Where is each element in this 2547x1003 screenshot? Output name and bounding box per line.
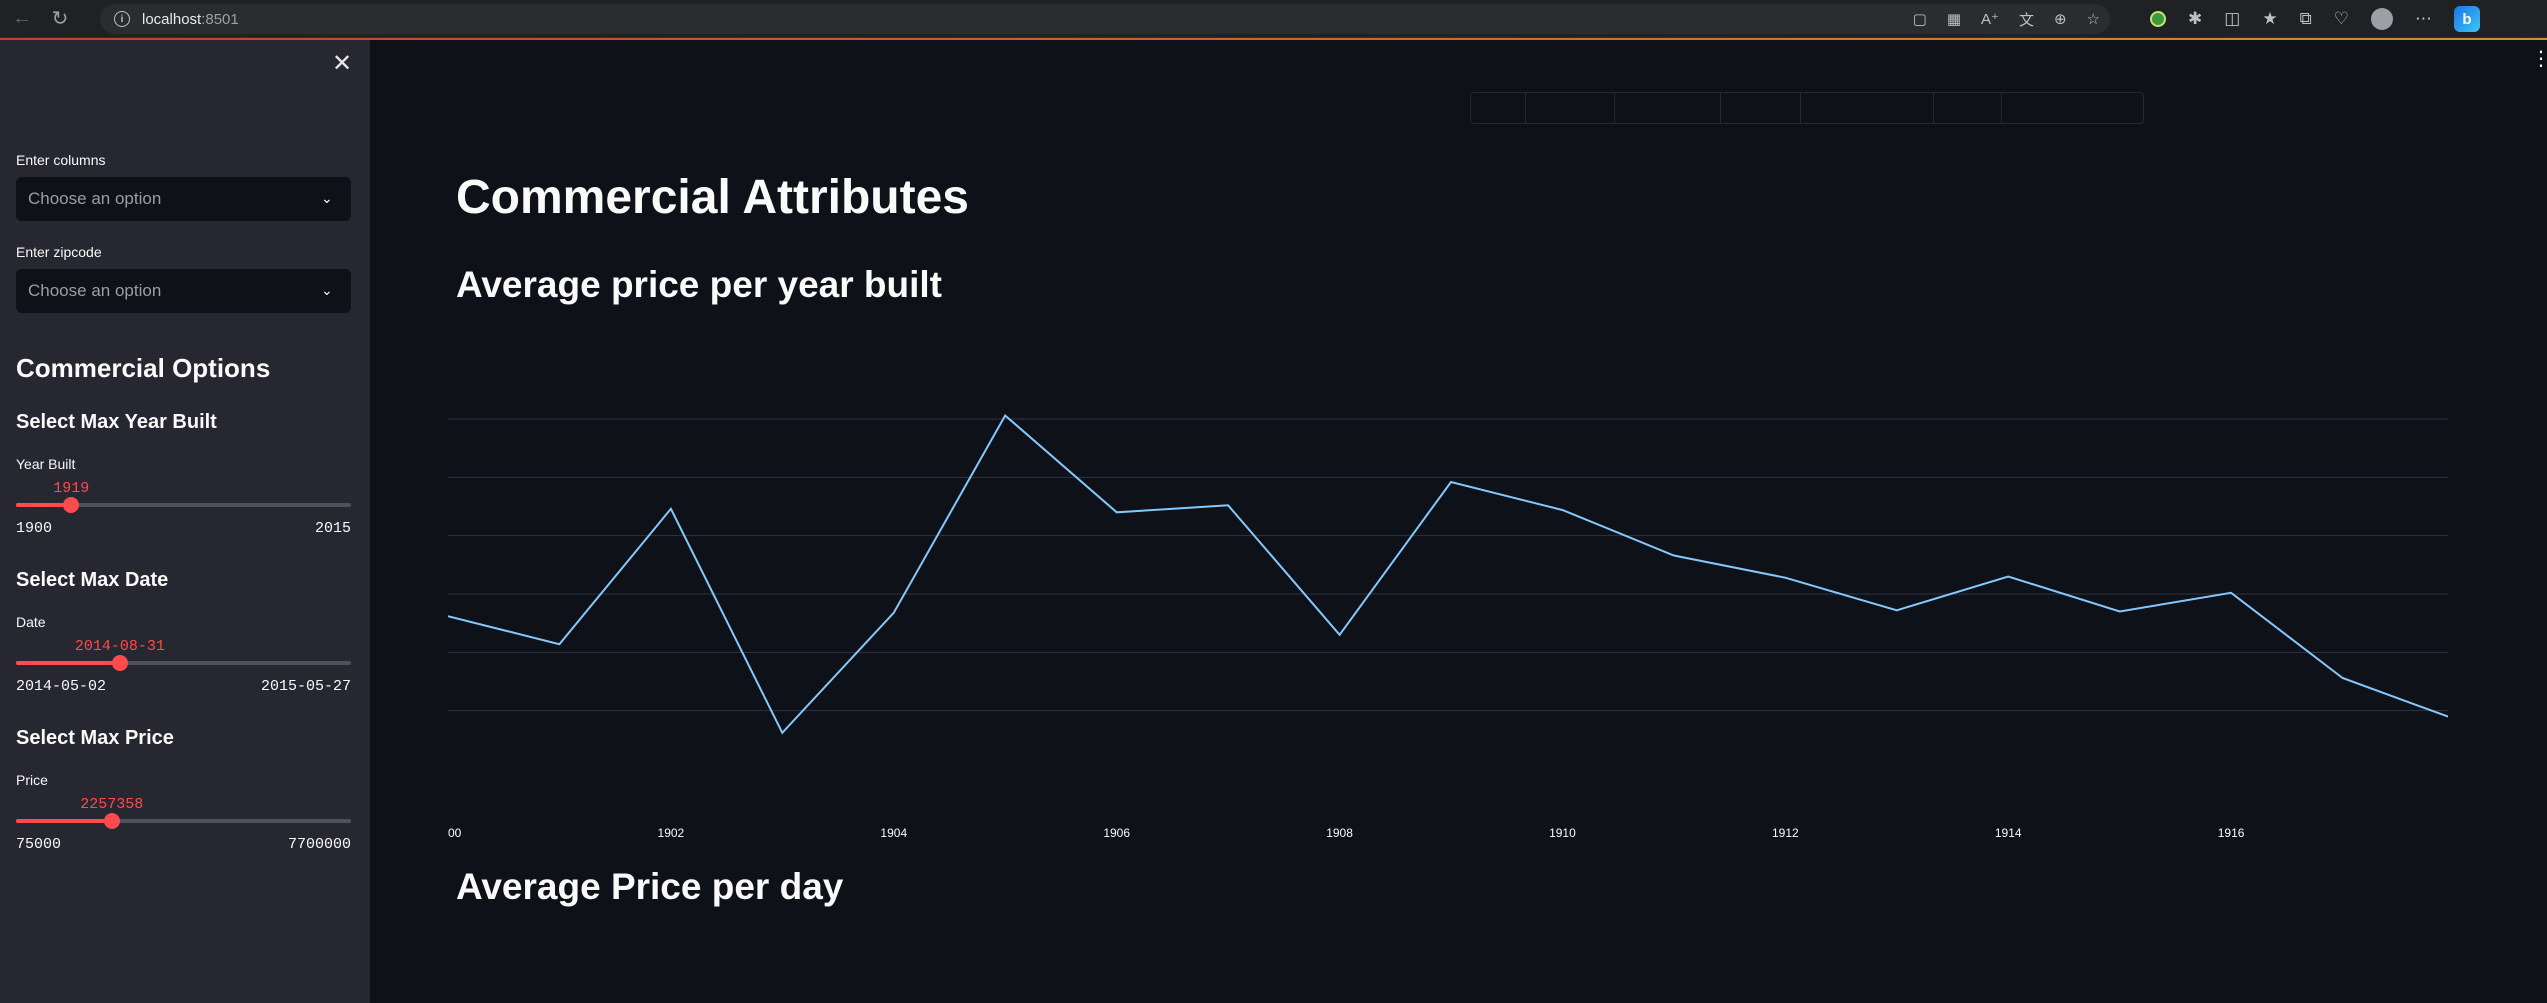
url-port: :8501: [201, 10, 239, 28]
price-slider-min: 75000: [16, 836, 62, 853]
section-heading-day: Average Price per day: [456, 866, 844, 907]
app-available-icon[interactable]: ▢: [1912, 11, 1927, 28]
extension-green-icon[interactable]: [2150, 11, 2166, 27]
split-screen-icon[interactable]: ◫: [2224, 9, 2241, 28]
year-slider-min: 1900: [16, 520, 53, 537]
slider-fill: [16, 503, 72, 507]
favorite-star-icon[interactable]: ☆: [2086, 11, 2100, 28]
close-sidebar-icon[interactable]: ✕: [331, 50, 353, 77]
read-aloud-icon[interactable]: A⁺: [1981, 11, 1999, 28]
address-bar[interactable]: i localhost:8501 ▢ ▦ A⁺ 文 ⊕ ☆: [100, 4, 2110, 34]
year-slider-max: 2015: [314, 520, 351, 537]
columns-label: Enter columns: [16, 152, 106, 168]
price-slider[interactable]: 2257358 75000 7700000: [16, 796, 351, 856]
date-label: Date: [16, 614, 46, 630]
slider-thumb[interactable]: [103, 813, 120, 829]
main-menu-icon[interactable]: ⋮: [2531, 48, 2547, 70]
profile-avatar[interactable]: [2370, 8, 2393, 30]
browser-toolbar: ← ↻ i localhost:8501 ▢ ▦ A⁺ 文 ⊕ ☆ ✱ ◫ ★ …: [0, 0, 2547, 38]
year-label: Year Built: [16, 456, 76, 472]
main-content: ⋮ Commercial Attributes Average price pe…: [370, 40, 2547, 1003]
slider-track[interactable]: [16, 655, 351, 671]
more-menu-icon[interactable]: ⋯: [2414, 9, 2432, 28]
price-per-year-chart[interactable]: 500k550k600k650k700k750k 190019021904190…: [448, 370, 2448, 840]
date-slider-min: 2014-05-02: [16, 678, 107, 695]
x-tick-label: 1904: [880, 826, 907, 840]
qr-code-icon[interactable]: ▦: [1946, 11, 1962, 28]
zipcode-placeholder: Choose an option: [28, 281, 162, 300]
page-title: Commercial Attributes: [456, 171, 969, 224]
columns-select[interactable]: Choose an option ⌄: [16, 177, 351, 221]
series-line: [448, 413, 2448, 735]
price-slider-max: 7700000: [287, 836, 351, 853]
zipcode-label: Enter zipcode: [16, 244, 102, 260]
status-line: [0, 38, 2547, 40]
date-slider-value: 2014-08-31: [74, 638, 165, 655]
zoom-icon[interactable]: ⊕: [2053, 11, 2067, 28]
price-slider-value: 2257358: [80, 796, 144, 813]
sidebar: ✕ Enter columns Choose an option ⌄ Enter…: [0, 40, 370, 1003]
extensions-puzzle-icon[interactable]: ✱: [2188, 9, 2203, 28]
slider-fill: [16, 661, 120, 665]
chart-grid: [448, 418, 2448, 712]
translate-icon[interactable]: 文: [2018, 11, 2034, 29]
x-tick-label: 1912: [1772, 826, 1799, 840]
x-tick-label: 1914: [1995, 826, 2022, 840]
x-tick-label: 1916: [2218, 826, 2245, 840]
price-label: Price: [16, 772, 48, 788]
slider-track[interactable]: [16, 813, 351, 829]
year-heading: Select Max Year Built: [16, 411, 217, 433]
slider-track[interactable]: [16, 497, 351, 513]
zipcode-select[interactable]: Choose an option ⌄: [16, 269, 351, 313]
site-info-icon[interactable]: i: [114, 11, 130, 27]
year-slider[interactable]: 1919 1900 2015: [16, 480, 351, 540]
x-tick-label: 1906: [1103, 826, 1130, 840]
commercial-options-heading: Commercial Options: [16, 353, 271, 383]
price-heading: Select Max Price: [16, 727, 174, 749]
copilot-icon[interactable]: b: [2453, 6, 2480, 32]
slider-thumb[interactable]: [63, 497, 80, 513]
slider-thumb[interactable]: [111, 655, 128, 671]
x-tick-label: 1908: [1326, 826, 1353, 840]
date-slider-max: 2015-05-27: [260, 678, 351, 695]
collections-icon[interactable]: ⧉: [2299, 9, 2312, 28]
columns-placeholder: Choose an option: [28, 189, 162, 208]
date-slider[interactable]: 2014-08-31 2014-05-02 2015-05-27: [16, 638, 351, 698]
back-icon[interactable]: ←: [12, 7, 32, 29]
year-slider-value: 1919: [53, 480, 90, 497]
x-tick-label: 1902: [658, 826, 685, 840]
chevron-down-icon: ⌄: [321, 282, 333, 298]
x-tick-label: 1900: [448, 826, 462, 840]
url-host: localhost: [142, 10, 202, 28]
header-strip: [1470, 92, 2144, 124]
x-tick-label: 1910: [1549, 826, 1576, 840]
slider-fill: [16, 819, 112, 823]
browser-essentials-icon[interactable]: ♡: [2333, 9, 2349, 28]
date-heading: Select Max Date: [16, 569, 169, 591]
x-tick-labels: 1900 1902 1904 1906 1908 1910 1912 1914 1916: [448, 826, 2245, 840]
reload-icon[interactable]: ↻: [51, 8, 69, 30]
chevron-down-icon: ⌄: [321, 190, 333, 206]
favorites-icon[interactable]: ★: [2262, 9, 2278, 28]
section-heading-year: Average price per year built: [456, 264, 943, 305]
